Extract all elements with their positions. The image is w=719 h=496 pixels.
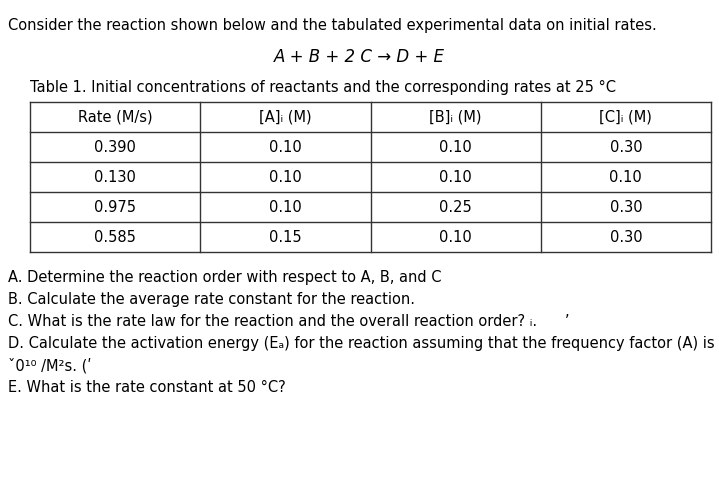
Text: 0.30: 0.30 bbox=[610, 199, 642, 214]
Text: Rate (M/s): Rate (M/s) bbox=[78, 110, 152, 124]
Text: Table 1. Initial concentrations of reactants and the corresponding rates at 25 °: Table 1. Initial concentrations of react… bbox=[30, 80, 616, 95]
Text: D. Calculate the activation energy (Eₐ) for the reaction assuming that the frequ: D. Calculate the activation energy (Eₐ) … bbox=[8, 336, 719, 351]
Text: 0.30: 0.30 bbox=[610, 230, 642, 245]
Text: [A]ᵢ (M): [A]ᵢ (M) bbox=[259, 110, 312, 124]
Text: C. What is the rate law for the reaction and the overall reaction order? ᵢ.     : C. What is the rate law for the reaction… bbox=[8, 314, 569, 329]
Text: ˇ0¹⁰ /M²s. (ʹ: ˇ0¹⁰ /M²s. (ʹ bbox=[8, 358, 91, 373]
Text: 0.10: 0.10 bbox=[269, 170, 302, 185]
Text: 0.10: 0.10 bbox=[269, 199, 302, 214]
Text: [C]ᵢ (M): [C]ᵢ (M) bbox=[600, 110, 652, 124]
Text: 0.390: 0.390 bbox=[94, 139, 136, 154]
Text: 0.585: 0.585 bbox=[94, 230, 136, 245]
Text: 0.10: 0.10 bbox=[610, 170, 642, 185]
Text: 0.25: 0.25 bbox=[439, 199, 472, 214]
Text: A + B + 2 C → D + E: A + B + 2 C → D + E bbox=[274, 48, 445, 66]
Text: 0.130: 0.130 bbox=[94, 170, 136, 185]
Bar bbox=[30, 102, 711, 252]
Text: 0.15: 0.15 bbox=[269, 230, 302, 245]
Text: Consider the reaction shown below and the tabulated experimental data on initial: Consider the reaction shown below and th… bbox=[8, 18, 656, 33]
Text: [B]ᵢ (M): [B]ᵢ (M) bbox=[429, 110, 482, 124]
Text: 0.10: 0.10 bbox=[439, 170, 472, 185]
Text: 0.10: 0.10 bbox=[439, 139, 472, 154]
Text: 0.10: 0.10 bbox=[439, 230, 472, 245]
Text: A. Determine the reaction order with respect to A, B, and C: A. Determine the reaction order with res… bbox=[8, 270, 441, 285]
Text: E. What is the rate constant at 50 °C?: E. What is the rate constant at 50 °C? bbox=[8, 380, 285, 395]
Text: B. Calculate the average rate constant for the reaction.: B. Calculate the average rate constant f… bbox=[8, 292, 415, 307]
Text: 0.975: 0.975 bbox=[94, 199, 136, 214]
Text: 0.30: 0.30 bbox=[610, 139, 642, 154]
Text: 0.10: 0.10 bbox=[269, 139, 302, 154]
